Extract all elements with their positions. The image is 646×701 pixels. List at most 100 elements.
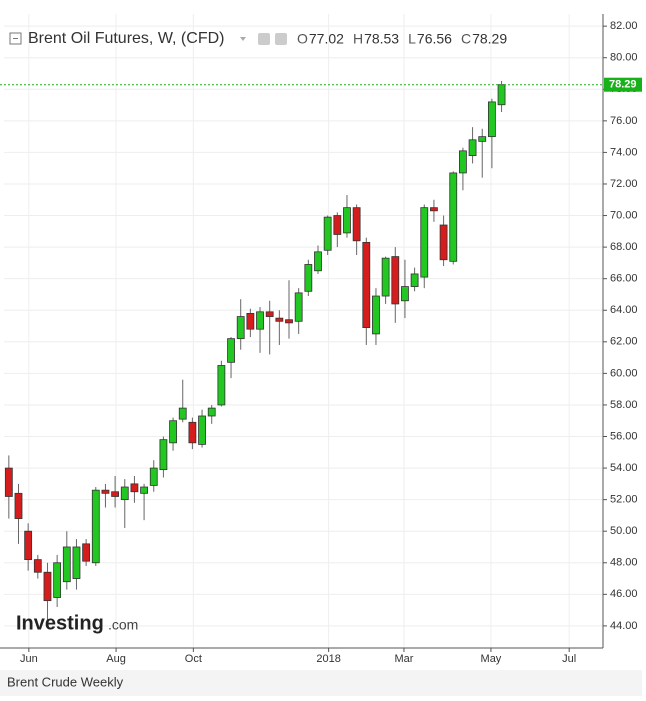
candle-body bbox=[333, 215, 342, 235]
candle-body bbox=[449, 172, 458, 262]
grid bbox=[4, 14, 603, 648]
candle-body bbox=[285, 319, 293, 324]
candle-body bbox=[304, 264, 313, 292]
candle-body bbox=[323, 216, 332, 251]
candle-body bbox=[33, 559, 42, 573]
candle-body bbox=[198, 415, 206, 445]
candle-body bbox=[72, 546, 81, 579]
candle-body bbox=[256, 311, 264, 330]
candle-body bbox=[82, 543, 91, 562]
candle-body bbox=[14, 492, 23, 519]
y-tick-label: 58.00 bbox=[610, 399, 638, 411]
candle-body bbox=[246, 313, 255, 330]
candle-body bbox=[372, 295, 380, 335]
settings-icon[interactable] bbox=[258, 33, 270, 45]
candle-body bbox=[101, 489, 110, 494]
y-tick-label: 50.00 bbox=[610, 525, 638, 537]
last-price-label: 78.29 bbox=[609, 79, 637, 91]
y-tick-label: 64.00 bbox=[610, 304, 638, 316]
y-tick-label: 60.00 bbox=[610, 367, 638, 379]
x-tick-label: May bbox=[481, 653, 502, 665]
y-tick-label: 54.00 bbox=[610, 462, 638, 474]
candle-body bbox=[4, 467, 13, 497]
candle-body bbox=[43, 571, 52, 602]
last-price-tag bbox=[604, 77, 642, 92]
y-tick-label: 48.00 bbox=[610, 557, 638, 569]
y-tick-label: 66.00 bbox=[610, 273, 638, 285]
candle-body bbox=[111, 491, 120, 497]
ohlc-value: 78.29 bbox=[472, 31, 507, 47]
caption-bar bbox=[0, 670, 642, 696]
candle-body bbox=[236, 316, 245, 340]
candle-body bbox=[24, 530, 33, 561]
close-icon[interactable] bbox=[275, 33, 287, 45]
y-tick-label: 74.00 bbox=[610, 146, 638, 158]
candle-body bbox=[207, 407, 216, 417]
candle-body bbox=[227, 338, 235, 363]
y-tick-label: 68.00 bbox=[610, 241, 638, 253]
x-tick-label: Aug bbox=[106, 653, 126, 665]
candle-body bbox=[381, 257, 390, 297]
watermark: Investing .com bbox=[16, 612, 138, 634]
candle-body bbox=[497, 84, 506, 106]
y-tick-label: 44.00 bbox=[610, 620, 638, 632]
x-tick-label: Oct bbox=[185, 653, 202, 665]
dropdown-caret[interactable] bbox=[240, 37, 246, 41]
candle-body bbox=[420, 207, 429, 278]
candle-body bbox=[343, 207, 351, 234]
ohlc-value: 76.56 bbox=[417, 31, 452, 47]
candle-body bbox=[294, 292, 303, 322]
candle-body bbox=[314, 251, 322, 272]
ohlc-value: 78.53 bbox=[364, 31, 399, 47]
ohlc-value: 77.02 bbox=[309, 31, 344, 47]
candle-body bbox=[362, 241, 371, 329]
candle-body bbox=[120, 486, 129, 501]
candle-body bbox=[487, 101, 496, 138]
watermark-domain: .com bbox=[108, 617, 138, 633]
candle-body bbox=[188, 421, 197, 444]
candle-body bbox=[169, 420, 177, 444]
y-tick-label: 80.00 bbox=[610, 52, 638, 64]
candle-body bbox=[130, 483, 139, 493]
collapse-icon[interactable] bbox=[9, 32, 22, 45]
candle-body bbox=[265, 311, 274, 317]
candle-body bbox=[459, 150, 467, 174]
candle-body bbox=[178, 407, 187, 420]
y-tick-label: 62.00 bbox=[610, 336, 638, 348]
x-tick-label: 2018 bbox=[316, 653, 340, 665]
candle-body bbox=[468, 139, 477, 156]
x-tick-label: Jul bbox=[562, 653, 576, 665]
watermark-brand: Investing bbox=[16, 612, 104, 634]
caption: Brent Crude Weekly bbox=[7, 674, 124, 689]
candle-body bbox=[217, 365, 226, 406]
candle-body bbox=[478, 136, 487, 142]
y-tick-label: 56.00 bbox=[610, 430, 638, 442]
candle-body bbox=[410, 273, 419, 287]
ohlc-letter: H bbox=[353, 31, 363, 47]
candle-body bbox=[401, 286, 409, 302]
ohlc-letter: C bbox=[461, 31, 471, 47]
y-tick-label: 72.00 bbox=[610, 178, 638, 190]
ohlc-letter: O bbox=[297, 31, 308, 47]
candle-body bbox=[439, 224, 448, 261]
candle-body bbox=[149, 467, 158, 486]
y-tick-label: 70.00 bbox=[610, 209, 638, 221]
header: Brent Oil Futures, W, (CFD) O 77.02 H 78.53… bbox=[9, 30, 507, 47]
chart-title: Brent Oil Futures, W, (CFD) bbox=[28, 30, 224, 47]
candle-body bbox=[391, 256, 400, 305]
x-tick-label: Jun bbox=[20, 653, 38, 665]
candles bbox=[4, 80, 506, 622]
candle-body bbox=[159, 439, 168, 471]
y-tick-label: 52.00 bbox=[610, 494, 638, 506]
candle-body bbox=[275, 317, 284, 322]
y-tick-label: 46.00 bbox=[610, 588, 638, 600]
ohlc-letter: L bbox=[408, 31, 416, 47]
y-tick-label: 82.00 bbox=[610, 20, 638, 32]
x-tick-label: Mar bbox=[395, 653, 414, 665]
candle-body bbox=[62, 546, 71, 583]
candle-body bbox=[53, 562, 62, 598]
candle-body bbox=[91, 489, 100, 564]
candle-body bbox=[140, 486, 148, 494]
